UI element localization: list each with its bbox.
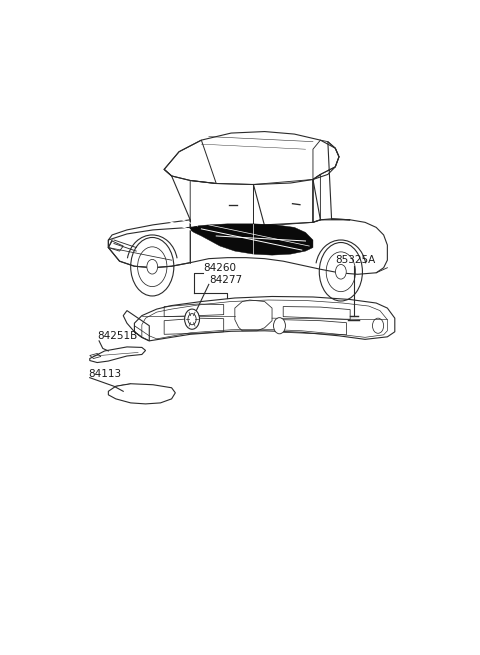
Circle shape [185, 309, 200, 329]
Polygon shape [190, 224, 313, 255]
Text: 85325A: 85325A [335, 255, 375, 265]
Circle shape [274, 318, 286, 334]
Text: 84113: 84113 [88, 369, 121, 379]
Circle shape [336, 265, 346, 279]
Circle shape [372, 318, 384, 333]
Text: 84277: 84277 [209, 275, 242, 286]
Text: 84260: 84260 [203, 263, 236, 272]
Circle shape [147, 259, 157, 274]
Text: 84251B: 84251B [97, 331, 137, 341]
